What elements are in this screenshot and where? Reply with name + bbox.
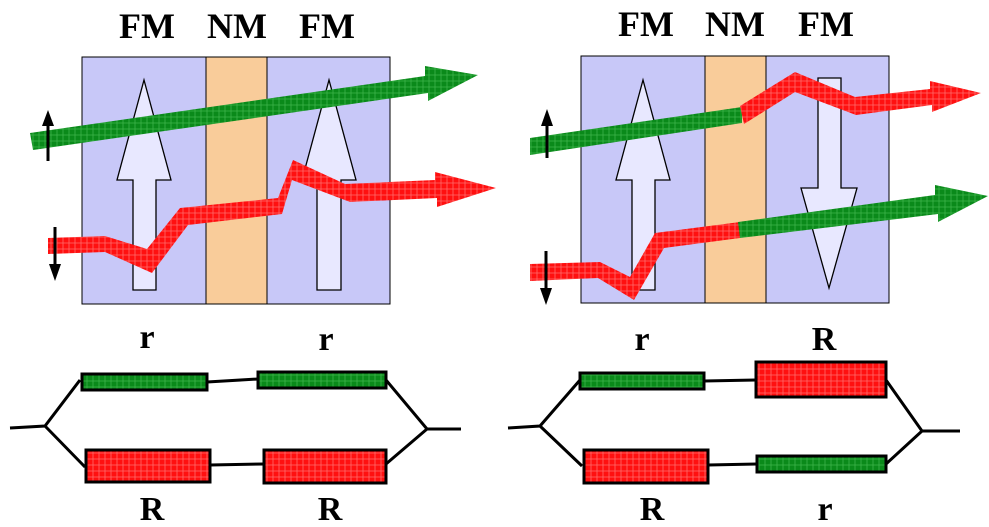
right-nm-label: NM — [705, 4, 765, 44]
right-resistor-top-1 — [578, 371, 706, 391]
left-bottom-label-2: R — [318, 491, 343, 527]
right-fm1-label: FM — [618, 4, 674, 44]
left-resistor-top-2 — [256, 370, 388, 390]
left-bottom-label-1: R — [140, 491, 165, 527]
right-upper-spin-path-minority — [740, 72, 981, 124]
left-top-label-2: r — [318, 321, 333, 358]
left-spin-up-icon — [42, 110, 54, 161]
left-majority-spin-path — [30, 66, 478, 150]
left-top-label-1: r — [139, 319, 154, 356]
right-spin-down-icon — [540, 251, 552, 305]
right-bottom-label-1: R — [640, 491, 665, 527]
right-top-label-1: r — [634, 321, 649, 358]
left-fm2-label: FM — [299, 6, 355, 46]
right-resistor-bottom-2 — [755, 454, 888, 474]
right-lower-spin-path-minority — [530, 222, 740, 300]
left-spin-down-icon — [49, 227, 61, 281]
right-lower-spin-path-majority — [738, 185, 988, 238]
left-resistor-bottom-2 — [262, 448, 388, 485]
left-resistor-bottom-1 — [84, 448, 212, 484]
right-bottom-label-2: r — [817, 491, 832, 527]
left-resistor-top-1 — [80, 372, 209, 392]
right-circuit — [507, 360, 960, 485]
left-nm-label: NM — [207, 6, 267, 46]
right-panel: FM NM FM r R R r — [507, 4, 988, 527]
right-top-label-2: R — [812, 321, 837, 358]
left-panel: FM NM FM r r R R — [9, 6, 496, 527]
right-nm-layer — [704, 55, 767, 304]
left-circuit — [9, 370, 461, 485]
left-minority-spin-path — [48, 160, 496, 273]
right-resistor-top-2 — [754, 360, 888, 399]
left-fm1-label: FM — [119, 6, 175, 46]
right-fm2-label: FM — [798, 4, 854, 44]
right-resistor-bottom-1 — [582, 448, 710, 485]
right-spin-up-icon — [541, 109, 553, 158]
right-upper-spin-path-majority — [530, 107, 742, 155]
left-nm-layer — [205, 56, 268, 305]
